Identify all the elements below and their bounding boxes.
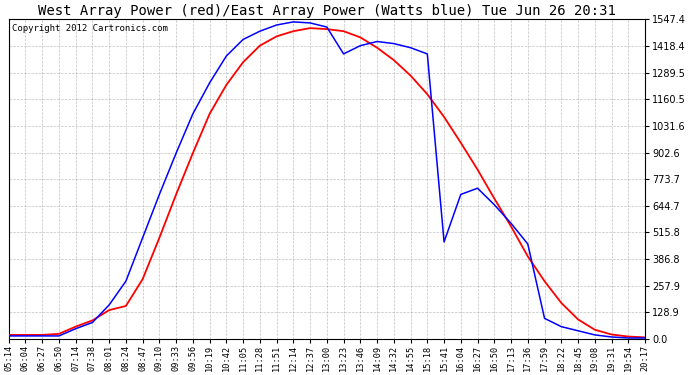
Title: West Array Power (red)/East Array Power (Watts blue) Tue Jun 26 20:31: West Array Power (red)/East Array Power … bbox=[38, 4, 615, 18]
Text: Copyright 2012 Cartronics.com: Copyright 2012 Cartronics.com bbox=[12, 24, 168, 33]
